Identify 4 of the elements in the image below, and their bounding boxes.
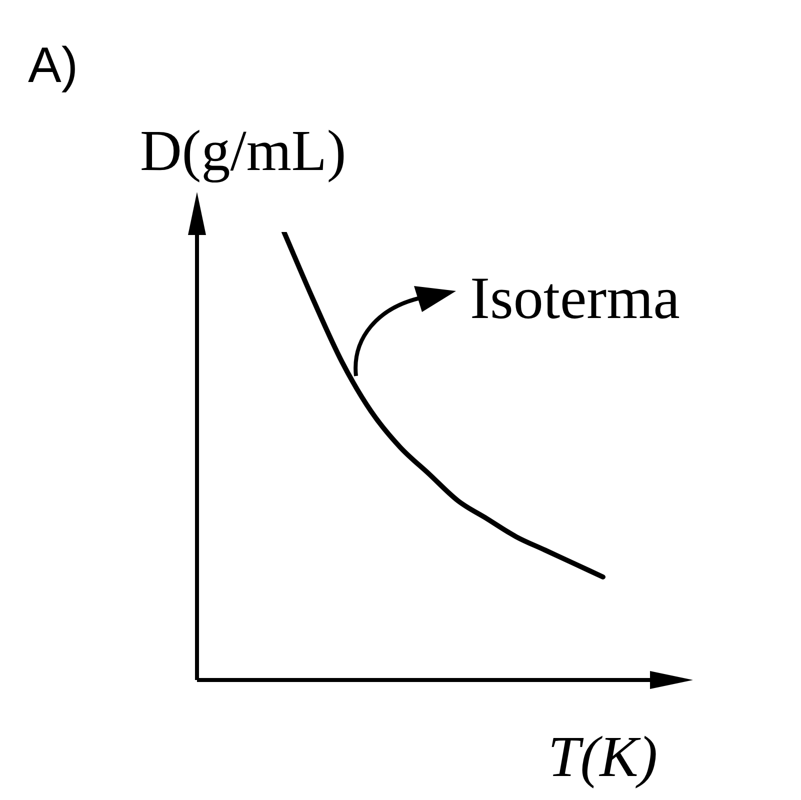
y-axis-title: D(g/mL) <box>140 118 346 183</box>
x-axis-title: T(K) <box>548 724 658 789</box>
annotation: Isoterma <box>470 265 680 331</box>
text: A) <box>28 37 78 93</box>
